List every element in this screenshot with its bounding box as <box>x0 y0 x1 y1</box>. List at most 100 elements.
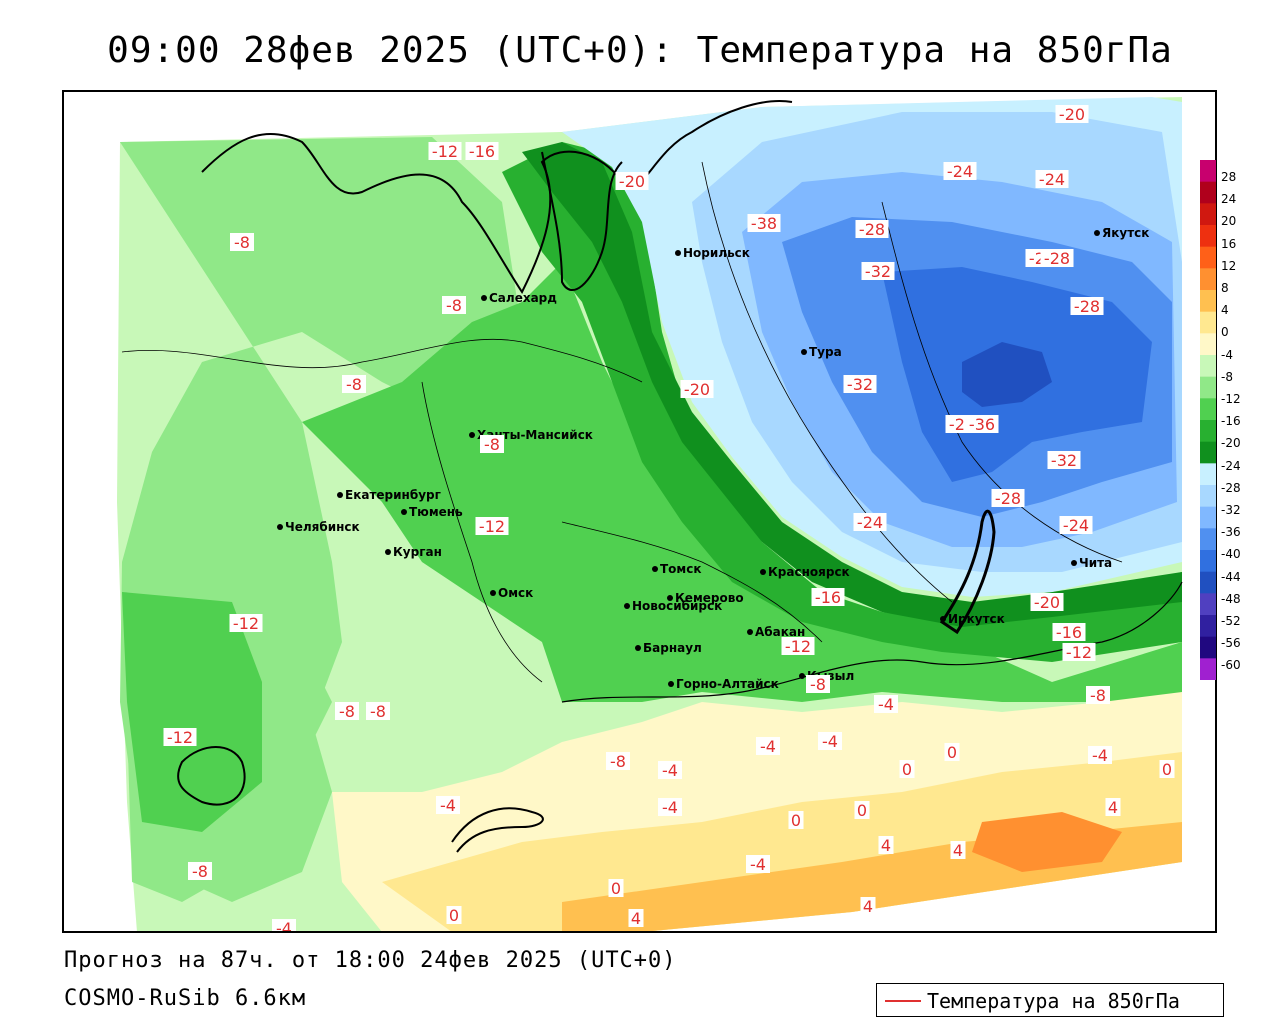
colorbar-tick-label: -12 <box>1221 392 1241 406</box>
isotherm-label: -16 <box>1056 623 1082 642</box>
colorbar-tick-label: -36 <box>1221 525 1241 540</box>
isotherm-label: -28 <box>1074 297 1100 316</box>
isotherm-label-bg <box>878 836 894 854</box>
caspian-coast <box>177 746 246 806</box>
isotherm-labels-layer: -12-16-20-20-38-28-24-24-20-28-32-28-32-… <box>163 105 1175 933</box>
isotherm-label: -4 <box>1092 746 1108 765</box>
colorbar-segment <box>1200 506 1216 529</box>
isotherm-label-bg <box>1040 249 1074 267</box>
isotherm-label-bg <box>230 233 254 251</box>
isotherm-label: -8 <box>346 375 362 394</box>
city-marker <box>277 524 283 530</box>
colorbar-tick-label: -16 <box>1221 414 1241 429</box>
isotherm-label: -4 <box>878 695 894 714</box>
colorbar-segment <box>1200 333 1216 356</box>
isotherm-label-bg <box>342 375 366 393</box>
isotherm-label: -16 <box>469 142 495 161</box>
city-label: Горно-Алтайск <box>676 677 779 691</box>
colorbar-tick-label: 0 <box>1221 325 1229 340</box>
city-label: Абакан <box>755 625 805 639</box>
isotherm-label-bg <box>188 862 212 880</box>
isotherm-label-bg <box>658 798 682 816</box>
colorbar-segment <box>1200 246 1216 269</box>
colorbar-segment <box>1200 268 1216 291</box>
city-label: Екатеринбург <box>345 488 441 502</box>
isotherm-label-bg <box>465 142 499 160</box>
city-label: Новосибирск <box>632 599 722 613</box>
isotherm-label-bg <box>853 513 887 531</box>
colorbar-tick-label: -28 <box>1221 480 1241 495</box>
legend: Температура на 850гПа <box>876 983 1224 1017</box>
model-info: COSMO-RuSib 6.6км <box>64 986 307 1011</box>
isotherm-label: -12 <box>233 614 259 633</box>
colorbar-segment <box>1200 658 1216 680</box>
isotherm-label-bg <box>899 760 915 778</box>
colorbar-segment <box>1200 225 1216 248</box>
isotherm-label: -8 <box>446 296 462 315</box>
colorbar-tick-label: 12 <box>1221 258 1237 273</box>
colorbar-tick-label: -56 <box>1221 636 1241 651</box>
isotherm-label: -8 <box>810 675 826 694</box>
city-marker <box>401 509 407 515</box>
isotherm-label-bg <box>860 897 876 915</box>
city-marker <box>624 603 630 609</box>
city-marker <box>940 616 946 622</box>
isotherm-label-bg <box>680 380 714 398</box>
region-border-2 <box>421 381 543 683</box>
page-title: 09:00 28фев 2025 (UTC+0): Температура на… <box>107 30 1173 71</box>
isotherm-label-bg <box>615 172 649 190</box>
isotherm-label: -28 <box>1044 249 1070 268</box>
isotherm-label-bg <box>756 737 780 755</box>
city-label: Иркутск <box>948 612 1005 626</box>
isotherm-label-bg <box>843 375 877 393</box>
region-border-3 <box>561 521 823 643</box>
city-label: Барнаул <box>643 641 702 655</box>
colorbar-tick-label: 24 <box>1221 192 1237 207</box>
colorbar-tick-label: -32 <box>1221 503 1241 517</box>
isotherm-label-bg <box>628 909 644 927</box>
isotherm-label-bg <box>366 702 390 720</box>
isotherm-label: -24 <box>947 162 973 181</box>
city-marker <box>635 645 641 651</box>
cities-layer: Салехард Норильск Тура Якутск Ханты-Мансийск… <box>277 226 1149 691</box>
city-label: Кемерово <box>675 591 744 605</box>
map-area[interactable]: Салехард Норильск Тура Якутск Ханты-Мансийск… <box>62 90 1217 933</box>
colorbar-tick-label: -52 <box>1221 614 1241 628</box>
temperature-map: Салехард Норильск Тура Якутск Ханты-Мансийск… <box>117 97 1183 933</box>
colorbar-segment <box>1200 160 1216 183</box>
temperature-fill-layers <box>117 97 1182 931</box>
isotherm-label: -20 <box>1034 593 1060 612</box>
isotherm-label: -38 <box>751 214 777 233</box>
city-label: Салехард <box>489 291 557 305</box>
colorbar-tick-label: 28 <box>1221 170 1237 184</box>
isotherm-label: -32 <box>865 262 891 281</box>
isotherm-label: 4 <box>863 897 873 916</box>
city-label: Якутск <box>1102 226 1149 240</box>
isotherm-label-bg <box>854 801 870 819</box>
coastline <box>201 100 793 294</box>
isotherm-label: -4 <box>276 919 292 933</box>
city-label: Челябинск <box>285 520 360 534</box>
city-marker <box>1094 230 1100 236</box>
isotherm-label: -4 <box>760 737 776 756</box>
colorbar-segment <box>1200 420 1216 443</box>
isotherm-label-bg <box>1088 746 1112 764</box>
isotherm-label: -12 <box>785 637 811 656</box>
legend-line-swatch <box>885 1000 921 1002</box>
isotherm-label-bg <box>1035 170 1069 188</box>
colorbar-segment <box>1200 355 1216 378</box>
isotherm-label-bg <box>446 906 462 924</box>
baikal-lake <box>939 509 996 635</box>
colorbar-segment <box>1200 203 1216 226</box>
band-plus12 <box>972 812 1122 872</box>
isotherm-label: -20 <box>619 172 645 191</box>
city-marker <box>481 295 487 301</box>
isotherm-label-bg <box>428 142 462 160</box>
isotherm-label-bg <box>442 296 466 314</box>
colorbar-segment <box>1200 571 1216 594</box>
colorbar-segment <box>1200 398 1216 421</box>
colorbar-tick-label: -44 <box>1221 569 1241 584</box>
isotherm-label: -12 <box>432 142 458 161</box>
isotherm-label: 0 <box>611 879 621 898</box>
city-marker <box>469 432 475 438</box>
